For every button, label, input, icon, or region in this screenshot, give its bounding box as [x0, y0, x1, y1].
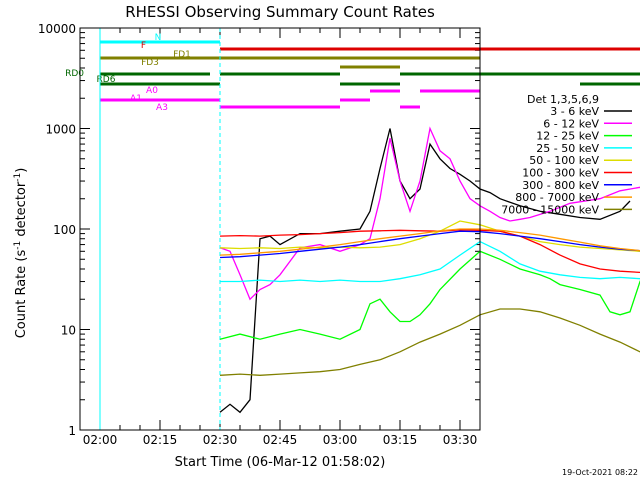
x-tick-label: 03:00	[323, 433, 358, 447]
y-tick-label: 1	[68, 424, 76, 438]
legend-label-8: 800 - 7000 keV	[515, 191, 599, 204]
y-tick-label: 1000	[45, 123, 76, 137]
attenuator-label-a1: A1	[130, 94, 142, 104]
y-tick-label: 100	[53, 223, 76, 237]
rhessi-count-rate-chart: RHESSI Observing Summary Count Rates Cou…	[0, 0, 640, 480]
y-tick-label: 10	[61, 324, 76, 338]
chart-title: RHESSI Observing Summary Count Rates	[125, 3, 435, 21]
flag-label-rd6: RD6	[97, 75, 116, 85]
flag-label-n: N	[155, 33, 162, 43]
legend-label-9: 7000 - 15000 keV	[501, 203, 599, 216]
legend-label-3: 12 - 25 keV	[536, 130, 599, 143]
series-line-5	[220, 221, 640, 253]
x-axis-label: Start Time (06-Mar-12 01:58:02)	[175, 455, 386, 470]
x-tick-label: 03:15	[383, 433, 418, 447]
series-line-9	[220, 309, 640, 375]
flag-label-f: F	[141, 41, 146, 51]
flag-label-fd3: FD3	[141, 58, 159, 68]
x-tick-label: 02:30	[203, 433, 238, 447]
flag-label-fd1: FD1	[173, 50, 191, 60]
attenuator-label-a0: A0	[146, 86, 158, 96]
x-tick-label: 03:30	[443, 433, 478, 447]
x-tick-label: 02:45	[263, 433, 298, 447]
legend-label-6: 100 - 300 keV	[522, 167, 599, 180]
attenuator-label-a3: A3	[156, 103, 168, 113]
x-tick-label: 02:00	[83, 433, 118, 447]
plot-frame	[80, 28, 480, 430]
timestamp: 19-Oct-2021 08:22	[562, 468, 638, 477]
y-axis-label: Count Rate (s-1 detector-1)	[13, 168, 29, 339]
legend-label-2: 6 - 12 keV	[543, 117, 599, 130]
x-tick-label: 02:15	[143, 433, 178, 447]
legend-label-7: 300 - 800 keV	[522, 179, 599, 192]
state-bars: NF FD1 FD3 RD0 RD6 A0 A1 A3	[65, 28, 640, 430]
legend-label-4: 25 - 50 keV	[536, 142, 599, 155]
series-line-3	[220, 251, 640, 345]
flag-label-rd0: RD0	[65, 69, 84, 79]
y-tick-label: 10000	[38, 22, 76, 36]
legend-label-1: 3 - 6 keV	[550, 105, 599, 118]
legend-label-5: 50 - 100 keV	[529, 154, 599, 167]
